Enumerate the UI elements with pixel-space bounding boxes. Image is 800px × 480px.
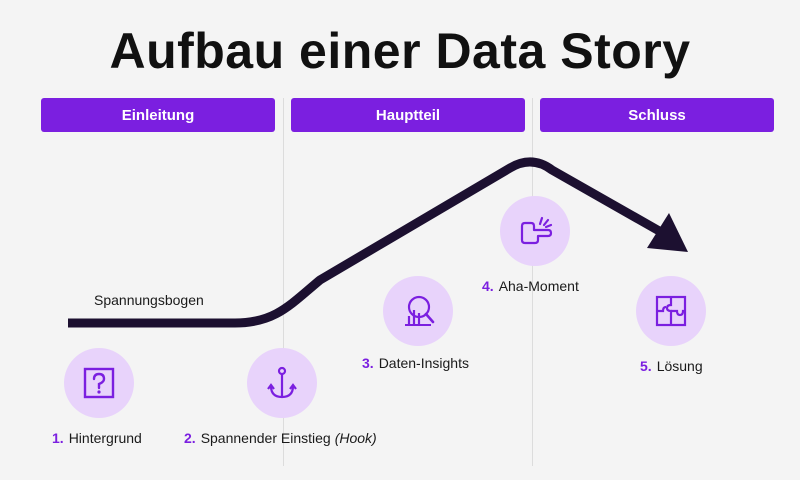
phase-schluss: Schluss <box>540 98 774 132</box>
step-5-text: Lösung <box>656 358 703 374</box>
page-title: Aufbau einer Data Story <box>109 23 691 79</box>
step-4-label: 4. Aha-Moment <box>482 278 579 294</box>
phase-divider <box>283 98 284 466</box>
arc-line <box>68 157 671 328</box>
step-4-icon-circle <box>500 196 570 266</box>
step-3-number: 3. <box>362 355 374 371</box>
step-1-text: Hintergrund <box>68 430 142 446</box>
arc-label: Spannungsbogen <box>94 292 204 308</box>
step-3-icon-circle <box>383 276 453 346</box>
step-5-number: 5. <box>640 358 652 374</box>
arrow-head-icon <box>647 213 688 252</box>
step-3-label: 3. Daten-Insights <box>362 355 469 371</box>
step-2-label: 2. Spannender Einstieg (Hook) <box>184 430 377 446</box>
step-2-text: Spannender Einstieg <box>200 430 331 446</box>
step-1-icon-circle <box>64 348 134 418</box>
puzzle-icon <box>655 295 687 327</box>
magnifier-chart-icon <box>405 295 435 326</box>
step-5-icon-circle <box>636 276 706 346</box>
step-1-number: 1. <box>52 430 64 446</box>
step-2-icon-circle <box>247 348 317 418</box>
step-2-number: 2. <box>184 430 196 446</box>
phase-einleitung: Einleitung <box>41 98 275 132</box>
question-box-icon <box>83 367 115 399</box>
step-4-number: 4. <box>482 278 494 294</box>
step-1-label: 1. Hintergrund <box>52 430 142 446</box>
step-5-label: 5. Lösung <box>640 358 703 374</box>
anchor-icon <box>267 366 297 399</box>
step-4-text: Aha-Moment <box>498 278 579 294</box>
phase-hauptteil: Hauptteil <box>291 98 525 132</box>
step-3-text: Daten-Insights <box>378 355 469 371</box>
pointing-hand-icon <box>520 216 553 245</box>
step-2-extra: (Hook) <box>334 430 377 446</box>
phase-divider <box>532 98 533 466</box>
